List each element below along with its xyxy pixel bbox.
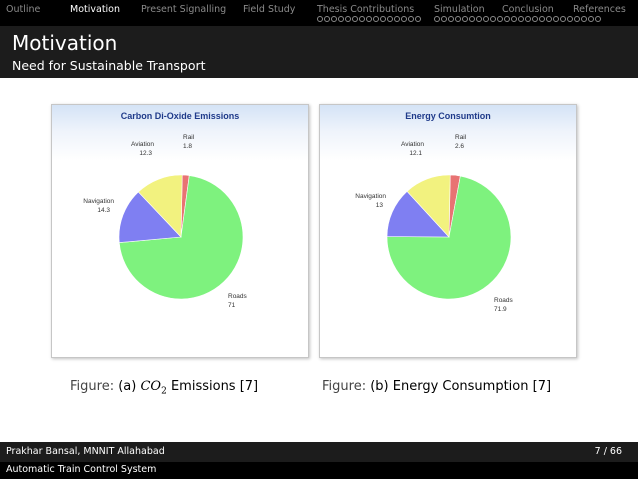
nav-present-signalling[interactable]: Present Signalling <box>141 4 227 15</box>
simulation-slide-dots[interactable] <box>434 16 602 22</box>
pie-slice-roads <box>386 175 512 300</box>
slide-dot[interactable] <box>588 16 594 22</box>
nav-field-study[interactable]: Field Study <box>243 4 296 15</box>
slice-label-roads: Roads <box>494 297 514 304</box>
footer-author-bar: Prakhar Bansal, MNNIT Allahabad 7 / 66 <box>0 442 638 462</box>
nav-conclusion[interactable]: Conclusion <box>502 4 554 15</box>
caption-prefix: (a) <box>118 379 137 394</box>
slide-dot[interactable] <box>532 16 538 22</box>
slide-dot[interactable] <box>324 16 330 22</box>
nav-thesis-contributions[interactable]: Thesis Contributions <box>317 4 415 15</box>
slide-dot[interactable] <box>462 16 468 22</box>
caption-math-sub: 2 <box>161 386 167 397</box>
frame-title-bar: Motivation Need for Sustainable Transpor… <box>0 26 638 78</box>
slide-dot[interactable] <box>415 16 421 22</box>
caption-text: (b) Energy Consumption [7] <box>370 379 552 394</box>
nav-motivation[interactable]: Motivation <box>70 4 121 15</box>
slide-dot[interactable] <box>511 16 517 22</box>
slide-dot[interactable] <box>483 16 489 22</box>
slide-dot[interactable] <box>504 16 510 22</box>
slide-dot[interactable] <box>525 16 531 22</box>
caption-math: CO2 <box>140 379 167 397</box>
nav-references[interactable]: References <box>573 4 626 15</box>
slice-label-roads: Roads <box>228 293 248 300</box>
slide-dot[interactable] <box>518 16 524 22</box>
slide-dot[interactable] <box>574 16 580 22</box>
footer-title-bar: Automatic Train Control System <box>0 462 638 479</box>
slide-dot[interactable] <box>595 16 601 22</box>
slide-dot[interactable] <box>434 16 440 22</box>
caption-suffix: Emissions [7] <box>170 379 259 394</box>
slice-label-rail: Rail <box>183 134 195 141</box>
slide-dot[interactable] <box>441 16 447 22</box>
pie-slice-aviation <box>406 174 451 238</box>
caption-figure-label: Figure: <box>70 379 115 394</box>
footer-system-title: Automatic Train Control System <box>6 464 157 475</box>
caption-co2: Figure: (a) CO2 Emissions [7] <box>70 379 258 397</box>
slice-label-aviation: Aviation <box>131 141 154 148</box>
slide-dot[interactable] <box>448 16 454 22</box>
chart-title: Carbon Di-Oxide Emissions <box>120 111 240 121</box>
slide-dot[interactable] <box>401 16 407 22</box>
slide-dot[interactable] <box>408 16 414 22</box>
nav-outline[interactable]: Outline <box>6 4 41 15</box>
slide-dot[interactable] <box>394 16 400 22</box>
slide-dot[interactable] <box>469 16 475 22</box>
slide-dot[interactable] <box>476 16 482 22</box>
pie-slice-navigation <box>118 191 182 243</box>
slide-dot[interactable] <box>373 16 379 22</box>
page-number: 7 / 66 <box>594 446 622 457</box>
slide-dot[interactable] <box>581 16 587 22</box>
slice-value-rail: 1.8 <box>183 143 192 150</box>
energy-pie-svg: Rail 2.6 Roads 71.9 Navigation 13 Aviation 12.1 <box>355 134 514 313</box>
slide-dot[interactable] <box>317 16 323 22</box>
slice-value-navigation: 14.3 <box>97 207 110 214</box>
slice-value-rail: 2.6 <box>455 143 464 150</box>
slice-label-navigation: Navigation <box>355 193 386 200</box>
slice-value-roads: 71.9 <box>494 306 507 313</box>
slice-label-rail: Rail <box>455 134 467 141</box>
co2-pie-svg: Rail 1.8 Roads 71 Navigation 14.3 Aviation 12.3 <box>83 134 248 309</box>
frame-title: Motivation <box>12 31 118 55</box>
footer-author: Prakhar Bansal, MNNIT Allahabad <box>6 446 165 457</box>
co2-emissions-chart: Carbon Di-Oxide Emissions Rail 1.8 Roads 71… <box>51 104 309 358</box>
slide-dot[interactable] <box>546 16 552 22</box>
slide-dot[interactable] <box>345 16 351 22</box>
slide-dot[interactable] <box>331 16 337 22</box>
slice-label-aviation: Aviation <box>401 141 424 148</box>
slide-dot[interactable] <box>455 16 461 22</box>
thesis-slide-dots[interactable] <box>317 16 422 22</box>
slice-value-roads: 71 <box>228 302 236 309</box>
slide-dot[interactable] <box>338 16 344 22</box>
caption-figure-label: Figure: <box>322 379 367 394</box>
energy-consumption-chart: Energy Consumtion Rail 2.6 Roads 71.9 Naviga… <box>319 104 577 358</box>
caption-math-main: CO <box>140 379 162 394</box>
slice-value-navigation: 13 <box>376 202 384 209</box>
pie-slice-aviation <box>137 174 183 238</box>
slide-dot[interactable] <box>359 16 365 22</box>
slide-dot[interactable] <box>380 16 386 22</box>
slide-dot[interactable] <box>352 16 358 22</box>
slide-dot[interactable] <box>387 16 393 22</box>
slide-dot[interactable] <box>553 16 559 22</box>
slide-dot[interactable] <box>497 16 503 22</box>
slice-value-aviation: 12.3 <box>139 150 152 157</box>
chart-title: Energy Consumtion <box>405 111 491 121</box>
slice-label-navigation: Navigation <box>83 198 114 205</box>
slide-dot[interactable] <box>567 16 573 22</box>
slide-dot[interactable] <box>539 16 545 22</box>
slide-dot[interactable] <box>366 16 372 22</box>
slide-dot[interactable] <box>490 16 496 22</box>
navigation-bar: Outline Motivation Present Signalling Fi… <box>0 0 638 26</box>
slide-dot[interactable] <box>560 16 566 22</box>
caption-energy: Figure: (b) Energy Consumption [7] <box>322 379 551 394</box>
nav-simulation[interactable]: Simulation <box>434 4 485 15</box>
frame-subtitle: Need for Sustainable Transport <box>12 58 206 73</box>
slice-value-aviation: 12.1 <box>409 150 422 157</box>
